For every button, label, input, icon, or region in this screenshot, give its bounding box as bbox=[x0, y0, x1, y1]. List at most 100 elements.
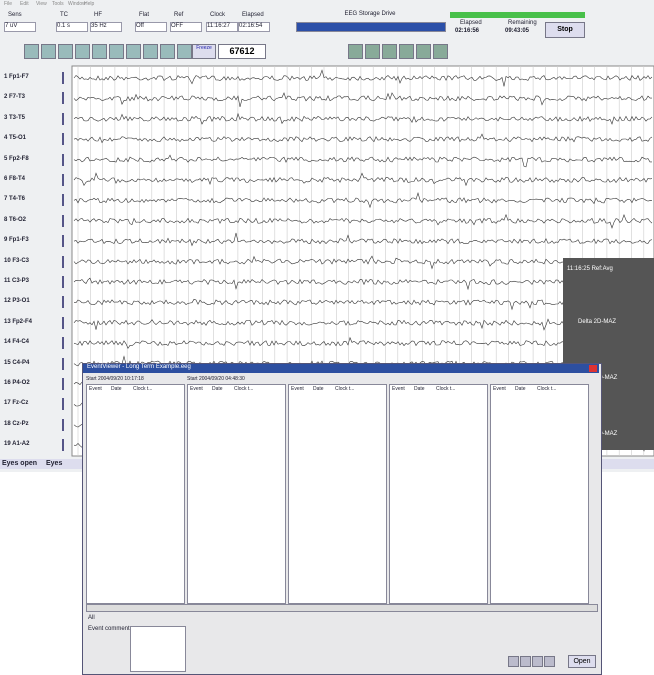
header-value[interactable]: OFF bbox=[170, 22, 202, 32]
tool-icon[interactable] bbox=[399, 44, 414, 59]
dialog-icon[interactable] bbox=[508, 656, 519, 667]
menu-item[interactable]: Help bbox=[84, 1, 95, 7]
eeg-trace bbox=[73, 191, 653, 209]
channel-label: 6 F8-T4 bbox=[4, 176, 26, 182]
tool-icon[interactable] bbox=[160, 44, 175, 59]
column-header: Clock t... bbox=[335, 386, 355, 392]
tool-icon[interactable] bbox=[75, 44, 90, 59]
channel-scale bbox=[62, 276, 64, 288]
header-value[interactable]: 7 uV bbox=[4, 22, 36, 32]
channel-label: 13 Fp2-F4 bbox=[4, 318, 33, 325]
eeg-trace bbox=[73, 213, 653, 229]
header-value[interactable]: 02:16:54 bbox=[238, 22, 270, 32]
close-button[interactable] bbox=[589, 365, 597, 372]
header-value[interactable]: 35 Hz bbox=[90, 22, 122, 32]
tool-icon[interactable] bbox=[143, 44, 158, 59]
open-button[interactable]: Open bbox=[568, 655, 596, 668]
tool-icon[interactable] bbox=[109, 44, 124, 59]
tab: All bbox=[88, 615, 95, 621]
channel-label: 9 Fp1-F3 bbox=[4, 237, 29, 244]
event-list bbox=[389, 384, 488, 604]
channel-scale bbox=[62, 255, 64, 268]
column-header: Event bbox=[190, 386, 203, 392]
tool-icon[interactable] bbox=[41, 44, 56, 59]
tool-icon[interactable] bbox=[24, 44, 39, 59]
channel-label: 14 F4-C4 bbox=[4, 339, 30, 346]
dialog-icon[interactable] bbox=[544, 656, 555, 667]
header-label: Elapsed bbox=[242, 12, 264, 18]
channel-label: 10 F3-C3 bbox=[4, 257, 30, 264]
column-header: Event bbox=[392, 386, 405, 392]
channel-scale bbox=[62, 378, 64, 390]
dialog-icon[interactable] bbox=[532, 656, 543, 667]
comment-label: Event comment bbox=[88, 626, 130, 632]
channel-scale bbox=[62, 174, 64, 186]
channel-scale bbox=[62, 418, 64, 431]
eeg-trace bbox=[73, 273, 653, 291]
header-value[interactable]: 0.1 s bbox=[56, 22, 88, 32]
channel-label: 5 Fp2-F8 bbox=[4, 155, 29, 162]
header-value[interactable]: 11:16:27 bbox=[206, 22, 238, 32]
tool-icon[interactable] bbox=[365, 44, 380, 59]
eeg-trace bbox=[73, 133, 653, 144]
tool-icon[interactable] bbox=[58, 44, 73, 59]
column-header: Clock t... bbox=[436, 386, 456, 392]
menu-item[interactable]: View bbox=[36, 1, 47, 7]
column-header: Event bbox=[291, 386, 304, 392]
header-value[interactable]: Off bbox=[135, 22, 167, 32]
eeg-trace bbox=[73, 336, 653, 349]
tool-icon[interactable] bbox=[433, 44, 448, 59]
elapsed: 02:16:56 bbox=[455, 28, 480, 34]
freeze-button[interactable]: Freeze bbox=[192, 44, 216, 59]
eeg-trace bbox=[73, 112, 653, 125]
eeg-trace bbox=[73, 92, 652, 107]
column-header: Date bbox=[414, 386, 425, 392]
channel-label: 2 F7-T3 bbox=[4, 94, 26, 101]
storage-bar bbox=[296, 22, 446, 32]
tool-icon[interactable] bbox=[92, 44, 107, 59]
event-list bbox=[490, 384, 589, 604]
event-list bbox=[187, 384, 286, 604]
remaining: 09:43:05 bbox=[505, 28, 530, 34]
column-header: Clock t... bbox=[537, 386, 557, 392]
channel-label: 16 P4-O2 bbox=[4, 380, 30, 386]
tool-icon[interactable] bbox=[126, 44, 141, 59]
column-header: Event bbox=[493, 386, 506, 392]
menu-item[interactable]: Tools bbox=[52, 1, 64, 7]
eeg-trace bbox=[73, 172, 653, 187]
dialog-icon[interactable] bbox=[520, 656, 531, 667]
channel-scale bbox=[62, 92, 64, 105]
annotation[interactable]: Eyes bbox=[46, 460, 63, 467]
column-header: Date bbox=[212, 386, 223, 392]
panel-header: Start 2004/09/20 04:48:30 bbox=[187, 376, 245, 382]
stop-button[interactable]: Stop bbox=[545, 22, 585, 38]
channel-scale bbox=[62, 153, 64, 166]
channel-scale bbox=[62, 357, 64, 370]
tool-icon[interactable] bbox=[416, 44, 431, 59]
remaining-label: Remaining bbox=[508, 20, 537, 26]
menu-item[interactable]: Window bbox=[68, 1, 86, 7]
channel-scale bbox=[62, 194, 64, 207]
eeg-trace bbox=[73, 255, 653, 270]
channel-scale bbox=[62, 72, 64, 84]
header-label: Ref bbox=[174, 12, 184, 18]
channel-scale bbox=[62, 133, 64, 146]
channel-scale bbox=[62, 398, 64, 411]
header-label: Flat bbox=[139, 12, 150, 18]
column-header: Clock t... bbox=[234, 386, 254, 392]
channel-label: 1 Fp1-F7 bbox=[4, 74, 29, 80]
menu-item[interactable]: Edit bbox=[20, 1, 29, 7]
counter: 67612 bbox=[218, 44, 266, 59]
tool-icon[interactable] bbox=[382, 44, 397, 59]
tool-icon[interactable] bbox=[177, 44, 192, 59]
tool-icon[interactable] bbox=[348, 44, 363, 59]
menu-item[interactable]: File bbox=[4, 1, 13, 7]
header-label: Clock bbox=[210, 12, 226, 18]
annotation[interactable]: Eyes open bbox=[2, 460, 38, 467]
channel-label: 12 P3-O1 bbox=[4, 298, 30, 305]
scroll-bar bbox=[86, 604, 598, 612]
channel-scale bbox=[62, 316, 64, 329]
column-header: Date bbox=[111, 386, 122, 392]
